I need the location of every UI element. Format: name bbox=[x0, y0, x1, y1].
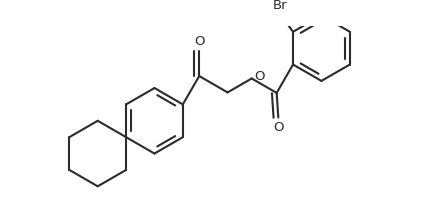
Text: O: O bbox=[254, 70, 265, 83]
Text: O: O bbox=[194, 35, 205, 48]
Text: Br: Br bbox=[273, 0, 287, 12]
Text: O: O bbox=[273, 121, 284, 134]
